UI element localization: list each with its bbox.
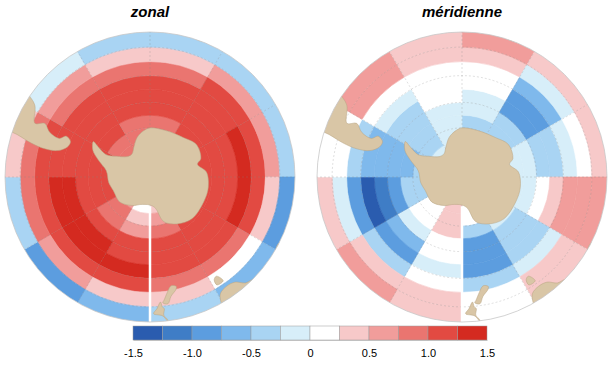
- colorbar-box: [192, 326, 222, 340]
- map-background: [5, 32, 295, 322]
- colorbar-tick-label: -1.5: [124, 347, 143, 359]
- colorbar-tick: 0: [307, 340, 313, 359]
- map: [0, 14, 305, 328]
- colorbar-tick: 1.0: [421, 340, 436, 359]
- colorbar-box: [458, 326, 488, 340]
- land-africa: [193, 14, 240, 44]
- field-cell: [336, 242, 397, 303]
- date-line-seam: [149, 206, 152, 322]
- colorbar-box: [428, 326, 458, 340]
- land-south-america: [302, 69, 383, 150]
- colorbar: -1.5 -1.0 -0.5 0 0.5 1.0 1.5: [124, 326, 495, 359]
- map-background: [317, 32, 607, 322]
- figure: zonal méridienne -1.5 -1.0 -0.5 0 0.5 1.0 1.5: [0, 0, 614, 368]
- colorbar-box: [369, 326, 399, 340]
- colorbar-tick-label: -0.5: [242, 347, 261, 359]
- map-title: méridienne: [422, 3, 502, 20]
- colorbar-tick-label: 1.5: [480, 347, 495, 359]
- colorbar-tick: 0.5: [362, 340, 377, 359]
- land-new-zealand: [154, 302, 169, 322]
- field-cell: [527, 51, 588, 112]
- colorbar-box: [222, 326, 252, 340]
- colorbar-tick: -1.0: [183, 340, 202, 359]
- colorbar-axis-line: [134, 340, 488, 341]
- land-australia: [220, 238, 305, 328]
- map-frame: [317, 32, 607, 322]
- land-antarctica: [92, 128, 208, 224]
- land-australia: [532, 238, 614, 328]
- colorbar-box: [310, 326, 340, 340]
- map-title: zonal: [130, 3, 170, 20]
- colorbar-tick-label: -1.0: [183, 347, 202, 359]
- land-new-zealand: [466, 302, 481, 322]
- land-tasmania: [214, 276, 223, 285]
- map: [302, 14, 614, 328]
- field-cell: [215, 51, 276, 112]
- map-cells: [302, 14, 614, 328]
- land-antarctica: [404, 128, 520, 224]
- colorbar-tick: -1.5: [124, 340, 143, 359]
- colorbar-tick-label: 0: [307, 347, 313, 359]
- colorbar-box: [281, 326, 311, 340]
- colorbar-tick-label: 1.0: [421, 347, 436, 359]
- colorbar-box: [399, 326, 429, 340]
- figure-svg: zonal méridienne -1.5 -1.0 -0.5 0 0.5 1.0 1.5: [0, 0, 614, 368]
- colorbar-box: [251, 326, 281, 340]
- colorbar-tick: 1.5: [480, 340, 495, 359]
- land-tasmania: [526, 276, 535, 285]
- land-new-zealand: [163, 285, 177, 304]
- field-cell: [24, 242, 85, 303]
- date-line-seam: [461, 206, 464, 322]
- colorbar-tick: -0.5: [242, 340, 261, 359]
- map-frame: [5, 32, 295, 322]
- colorbar-box: [133, 326, 163, 340]
- colorbar-box: [163, 326, 193, 340]
- colorbar-tick-label: 0.5: [362, 347, 377, 359]
- colorbar-axis: -1.5 -1.0 -0.5 0 0.5 1.0 1.5: [124, 340, 495, 359]
- land-new-zealand: [475, 285, 489, 304]
- map-cells: [0, 14, 305, 328]
- colorbar-box: [340, 326, 370, 340]
- land-africa: [505, 14, 552, 44]
